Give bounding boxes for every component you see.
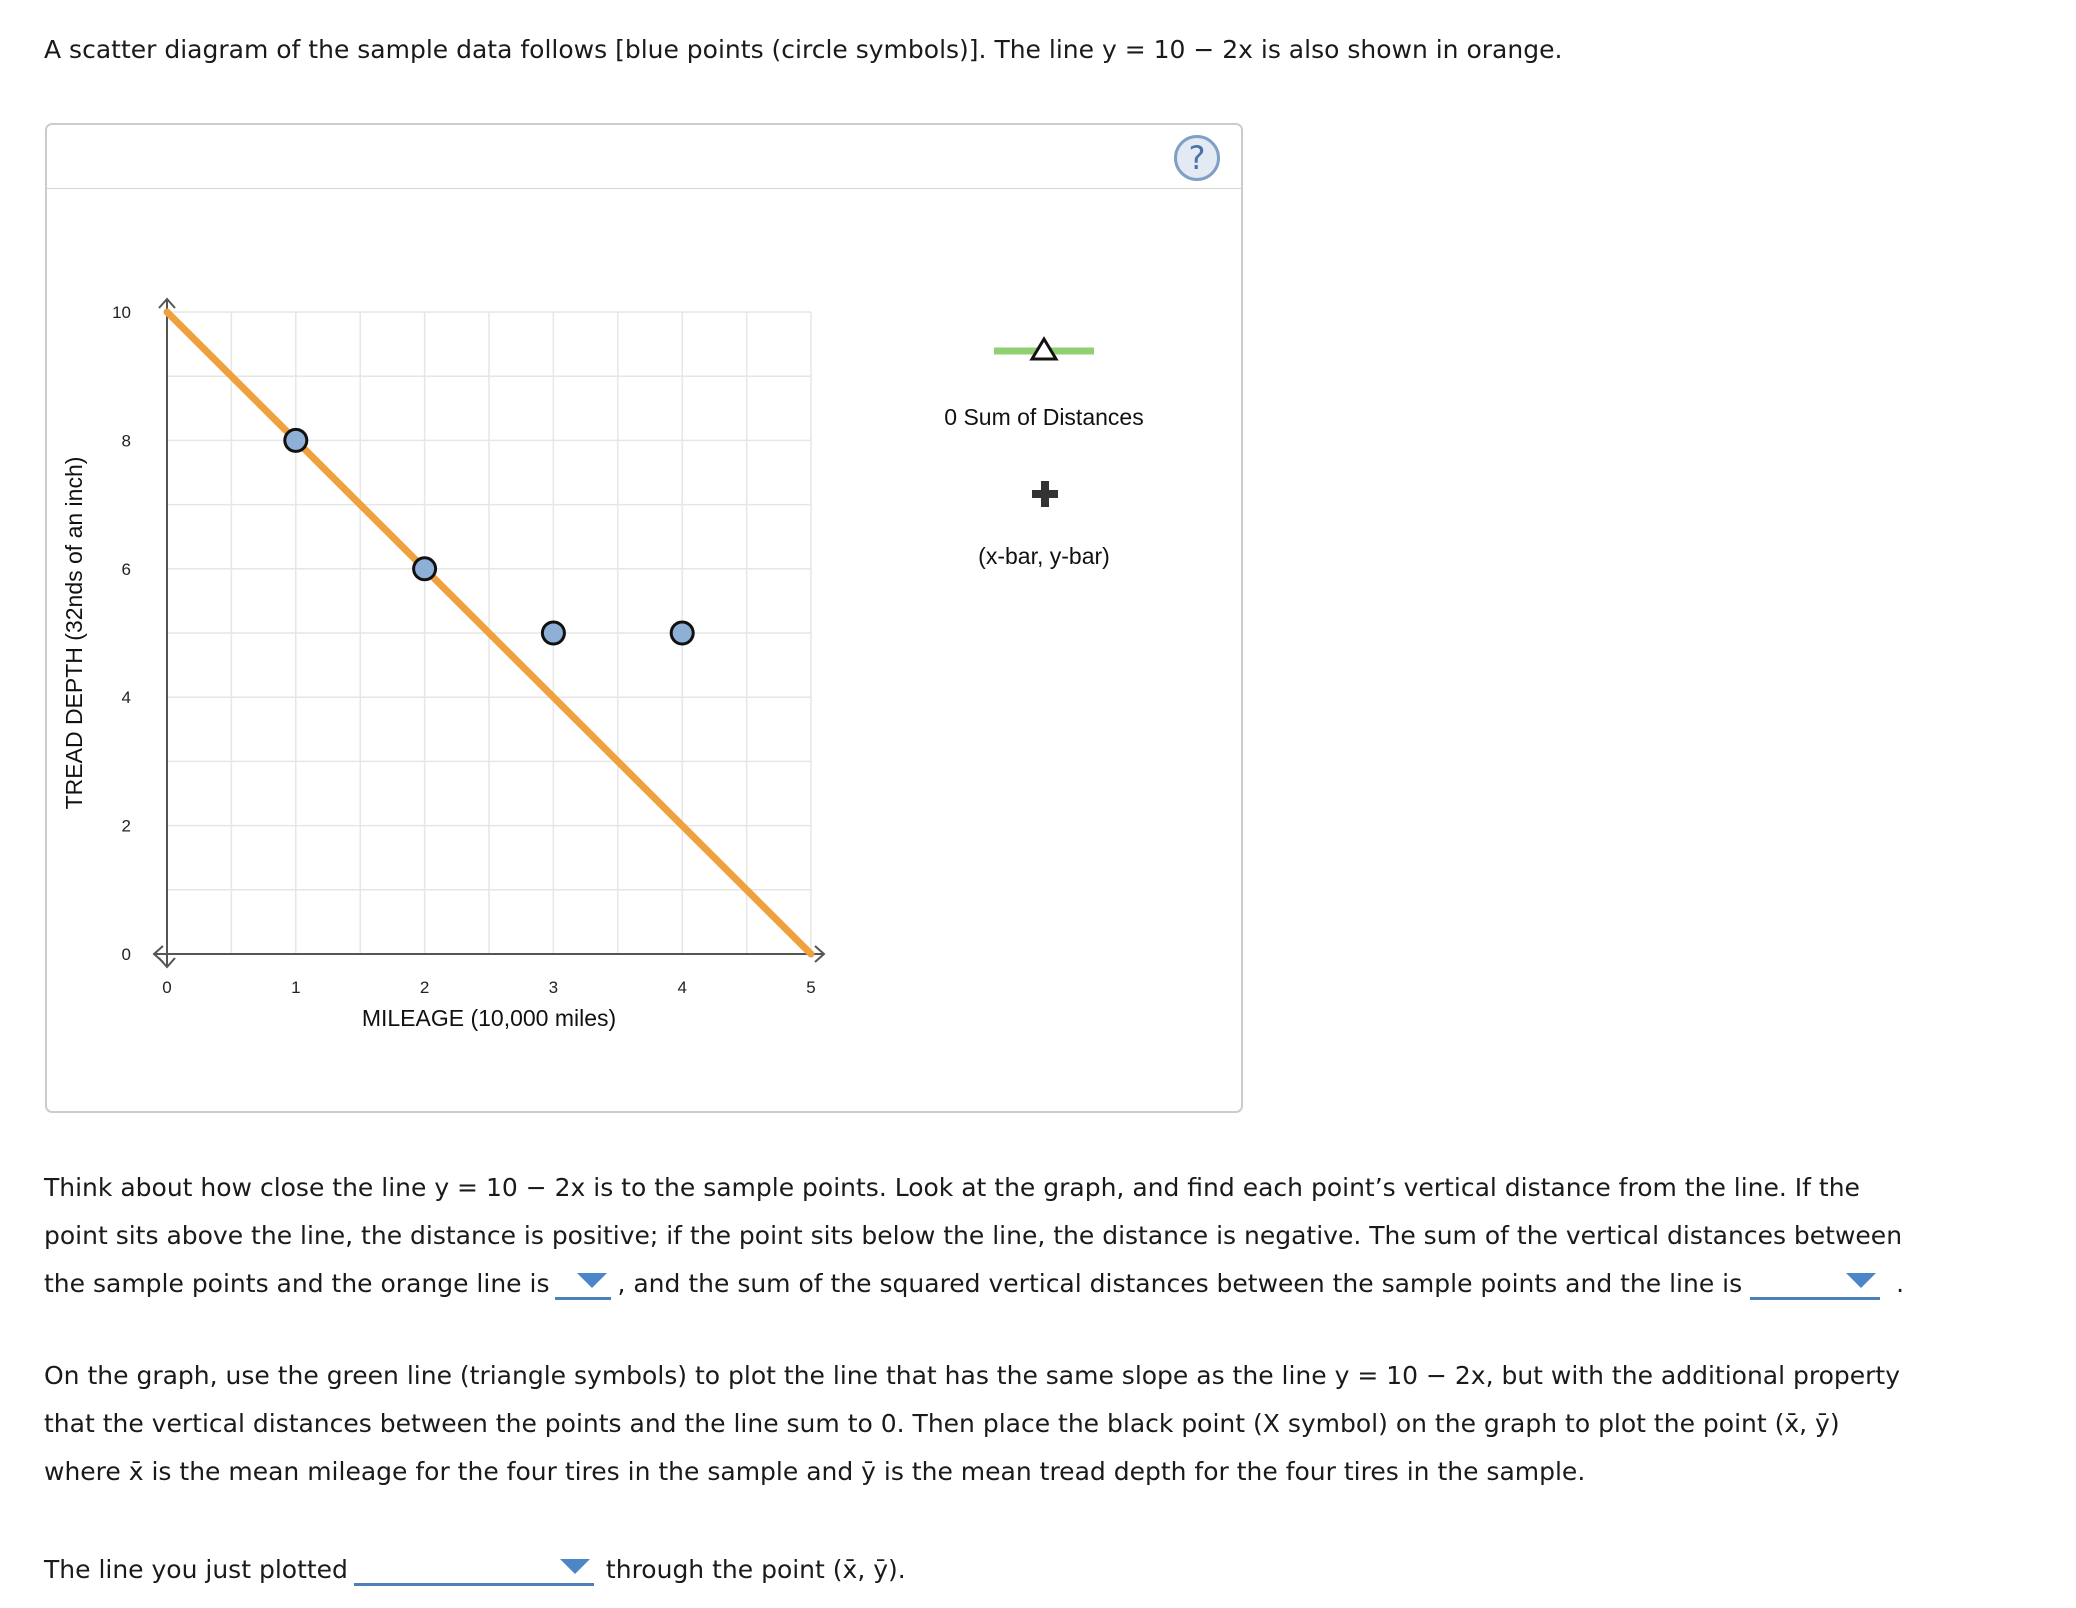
graph-panel[interactable]: ? 0 1 2 3 4 5 0 2 4 6 8 10 MILEAGE (10,000 miles) T… <box>45 123 1243 1113</box>
green-line-tool[interactable] <box>994 336 1094 361</box>
orange-line-layer <box>163 308 815 958</box>
data-point <box>669 620 695 646</box>
x-tick-label: 3 <box>549 978 558 997</box>
y-tick-label: 6 <box>122 560 131 579</box>
black-point-tool[interactable] <box>1032 481 1058 507</box>
y-tick-label: 8 <box>122 431 131 450</box>
x-axis-arrow-right <box>814 945 826 963</box>
scatter-chart[interactable]: 0 1 2 3 4 5 0 2 4 6 8 10 MILEAGE (10,000 miles) TRE… <box>47 125 1243 1113</box>
chart-axes <box>152 297 826 969</box>
plot-tools: 0 Sum of Distances (x-bar, y-bar) <box>944 336 1144 569</box>
x-axis-title: MILEAGE (10,000 miles) <box>362 1005 616 1031</box>
sum-distances-dropdown[interactable] <box>555 1263 612 1300</box>
para1-text-3: . <box>1896 1269 1905 1298</box>
panel-toolbar-divider <box>47 188 1241 189</box>
data-points <box>283 427 695 646</box>
x-tick-label: 0 <box>162 978 171 997</box>
sum-squared-distances-dropdown[interactable] <box>1750 1263 1881 1300</box>
triangle-icon[interactable] <box>1029 336 1059 361</box>
final-question: The line you just plotted through the poi… <box>44 1546 1944 1594</box>
black-point-label: (x-bar, y-bar) <box>978 543 1110 569</box>
x-tick-label: 2 <box>420 978 429 997</box>
y-tick-label: 10 <box>112 303 131 322</box>
y-axis-title: TREAD DEPTH (32nds of an inch) <box>61 457 87 810</box>
line-passes-dropdown[interactable] <box>353 1549 594 1586</box>
y-tick-label: 4 <box>122 688 131 707</box>
chevron-down-icon[interactable] <box>1846 1272 1877 1288</box>
help-button[interactable]: ? <box>1174 135 1220 181</box>
x-tick-label: 5 <box>806 978 815 997</box>
plus-icon[interactable] <box>1032 481 1058 507</box>
instructions-paragraph: Think about how close the line y = 10 − … <box>44 1164 1924 1308</box>
final-text-2: through the point (x̄, ȳ). <box>605 1555 906 1584</box>
y-tick-label: 0 <box>122 945 131 964</box>
chevron-down-icon[interactable] <box>577 1272 608 1288</box>
data-point <box>540 620 566 646</box>
y-tick-label: 2 <box>122 817 131 836</box>
x-axis-arrow-left <box>152 945 164 963</box>
data-point <box>412 556 438 582</box>
y-axis-arrow-up <box>158 297 176 309</box>
para1-text-1: Think about how close the line y = 10 − … <box>44 1173 1903 1298</box>
chart-tick-labels: 0 1 2 3 4 5 0 2 4 6 8 10 <box>112 303 816 997</box>
green-line-label: 0 Sum of Distances <box>944 404 1143 430</box>
data-point <box>283 427 309 453</box>
para1-text-2: , and the sum of the squared vertical di… <box>617 1269 1743 1298</box>
plot-instructions-paragraph: On the graph, use the green line (triang… <box>44 1361 1901 1486</box>
chevron-down-icon[interactable] <box>559 1558 590 1574</box>
orange-line <box>163 308 815 958</box>
x-tick-label: 1 <box>291 978 300 997</box>
final-text-1: The line you just plotted <box>44 1555 348 1584</box>
x-tick-label: 4 <box>677 978 686 997</box>
intro-text: A scatter diagram of the sample data fol… <box>44 35 1563 64</box>
